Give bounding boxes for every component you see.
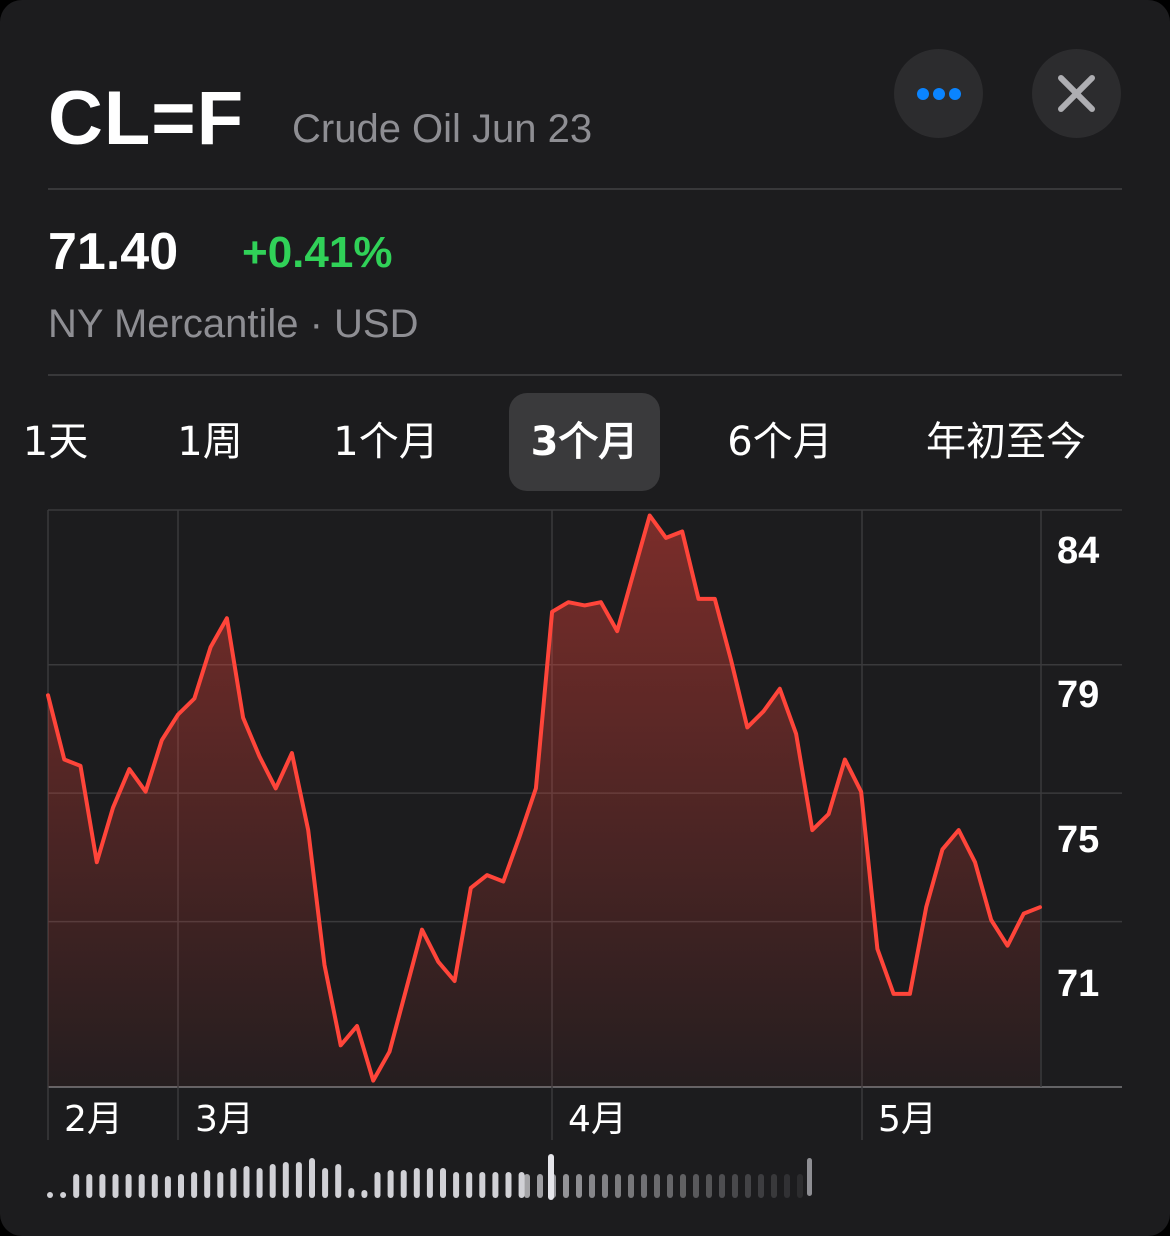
scrubber-tick bbox=[309, 1158, 315, 1198]
scrubber-tick bbox=[335, 1164, 342, 1198]
scrubber-tick bbox=[784, 1174, 790, 1198]
scrubber-tick bbox=[60, 1192, 67, 1198]
scrubber-tick bbox=[217, 1172, 224, 1198]
y-tick-label: 71 bbox=[1057, 963, 1099, 1005]
scrubber-tick bbox=[413, 1168, 420, 1198]
x-tick-label: 4月 bbox=[568, 1099, 627, 1140]
scrubber-tick bbox=[693, 1174, 699, 1198]
scrubber-tick bbox=[615, 1174, 621, 1198]
scrubber-tick bbox=[589, 1174, 595, 1198]
scrubber-handle[interactable] bbox=[548, 1154, 554, 1200]
quote-divider bbox=[48, 374, 1122, 376]
scrubber-tick bbox=[453, 1172, 460, 1198]
scrubber-tick bbox=[99, 1174, 106, 1198]
scrubber-tick bbox=[178, 1174, 184, 1198]
scrubber-tick bbox=[706, 1174, 712, 1198]
scrubber-tick bbox=[387, 1170, 394, 1198]
scrubber-tick bbox=[361, 1190, 368, 1198]
scrubber-tick bbox=[518, 1172, 525, 1198]
scrubber-tick bbox=[295, 1162, 302, 1198]
scrubber-tick bbox=[440, 1168, 446, 1198]
scrubber-tick bbox=[138, 1174, 145, 1198]
scrubber-tick bbox=[243, 1166, 250, 1198]
scrubber-tick bbox=[602, 1174, 608, 1198]
tab-1w[interactable]: 1周 bbox=[177, 419, 243, 465]
scrubber-tick bbox=[230, 1168, 237, 1198]
scrubber-tick bbox=[125, 1174, 132, 1198]
ellipsis-icon bbox=[917, 88, 961, 100]
scrubber-tick bbox=[191, 1172, 198, 1198]
scrubber-tick bbox=[628, 1174, 634, 1198]
x-tick-label: 2月 bbox=[64, 1099, 123, 1140]
y-axis-labels: 84 79 75 71 bbox=[1057, 530, 1099, 1005]
scrubber-tick bbox=[576, 1174, 582, 1198]
x-tick-label: 3月 bbox=[195, 1099, 254, 1140]
scrubber-tick bbox=[269, 1164, 276, 1198]
scrubber-tick bbox=[492, 1172, 499, 1198]
y-tick-label: 75 bbox=[1057, 819, 1099, 861]
x-axis-labels: 2月 3月 4月 5月 bbox=[64, 1099, 937, 1140]
scrubber-tick bbox=[73, 1174, 80, 1198]
scrubber-tick bbox=[374, 1172, 381, 1198]
price-area-fill bbox=[48, 515, 1040, 1087]
exchange-currency: NY Mercantile · USD bbox=[48, 302, 419, 346]
scrubber-tick bbox=[745, 1174, 751, 1198]
scrubber-tick bbox=[112, 1174, 119, 1198]
scrubber-tick bbox=[505, 1172, 512, 1198]
scrubber-tick bbox=[563, 1174, 569, 1198]
header-divider bbox=[48, 188, 1122, 190]
scrubber-tick bbox=[719, 1174, 725, 1198]
scrubber-tick bbox=[322, 1168, 329, 1198]
price-chart[interactable]: 84 79 75 71 2月 3月 4月 5月 bbox=[0, 500, 1170, 1236]
scrubber-tick bbox=[204, 1170, 211, 1198]
close-button[interactable] bbox=[1032, 49, 1121, 138]
tab-ytd[interactable]: 年初至今 bbox=[926, 419, 1086, 465]
scrubber-tick bbox=[151, 1174, 158, 1198]
scrubber-tick bbox=[641, 1174, 647, 1198]
scrubber-tick bbox=[797, 1174, 803, 1198]
scrubber-tick bbox=[524, 1174, 530, 1198]
scrubber-tick bbox=[348, 1188, 355, 1198]
x-tick-label: 5月 bbox=[878, 1099, 937, 1140]
y-tick-label: 79 bbox=[1057, 674, 1099, 716]
scrubber-tick bbox=[466, 1172, 473, 1198]
tab-6m[interactable]: 6个月 bbox=[727, 419, 833, 465]
close-icon bbox=[1058, 75, 1095, 112]
scrubber-tick bbox=[537, 1174, 543, 1198]
more-options-button[interactable] bbox=[894, 49, 983, 138]
tab-3m[interactable]: 3个月 bbox=[509, 393, 660, 491]
y-tick-label: 84 bbox=[1057, 530, 1099, 572]
scrubber-tick bbox=[86, 1174, 93, 1198]
scrubber-tick bbox=[680, 1174, 686, 1198]
timeline-scrubber[interactable] bbox=[47, 1154, 812, 1200]
scrubber-tick bbox=[479, 1172, 486, 1198]
price-line bbox=[46, 513, 1042, 1083]
scrubber-tick bbox=[732, 1174, 738, 1198]
scrubber-tick bbox=[282, 1162, 289, 1198]
scrubber-tick bbox=[426, 1168, 433, 1198]
scrubber-handle[interactable] bbox=[807, 1158, 812, 1196]
scrubber-tick bbox=[256, 1168, 263, 1198]
scrubber-tick bbox=[667, 1174, 673, 1198]
ticker-symbol: CL=F bbox=[48, 76, 245, 161]
scrubber-tick bbox=[400, 1170, 407, 1198]
scrubber-tick bbox=[47, 1192, 53, 1198]
scrubber-tick bbox=[758, 1174, 764, 1198]
price-change: +0.41% bbox=[242, 228, 393, 277]
instrument-name: Crude Oil Jun 23 bbox=[292, 107, 593, 151]
tab-1d[interactable]: 1天 bbox=[22, 419, 89, 465]
current-price: 71.40 bbox=[48, 223, 179, 281]
scrubber-tick bbox=[164, 1176, 171, 1198]
range-tabs: 1天 1周 1个月 3个月 6个月 年初至今 bbox=[0, 393, 1170, 491]
scrubber-tick bbox=[771, 1174, 777, 1198]
scrubber-tick bbox=[654, 1174, 660, 1198]
tab-1m[interactable]: 1个月 bbox=[333, 419, 439, 465]
